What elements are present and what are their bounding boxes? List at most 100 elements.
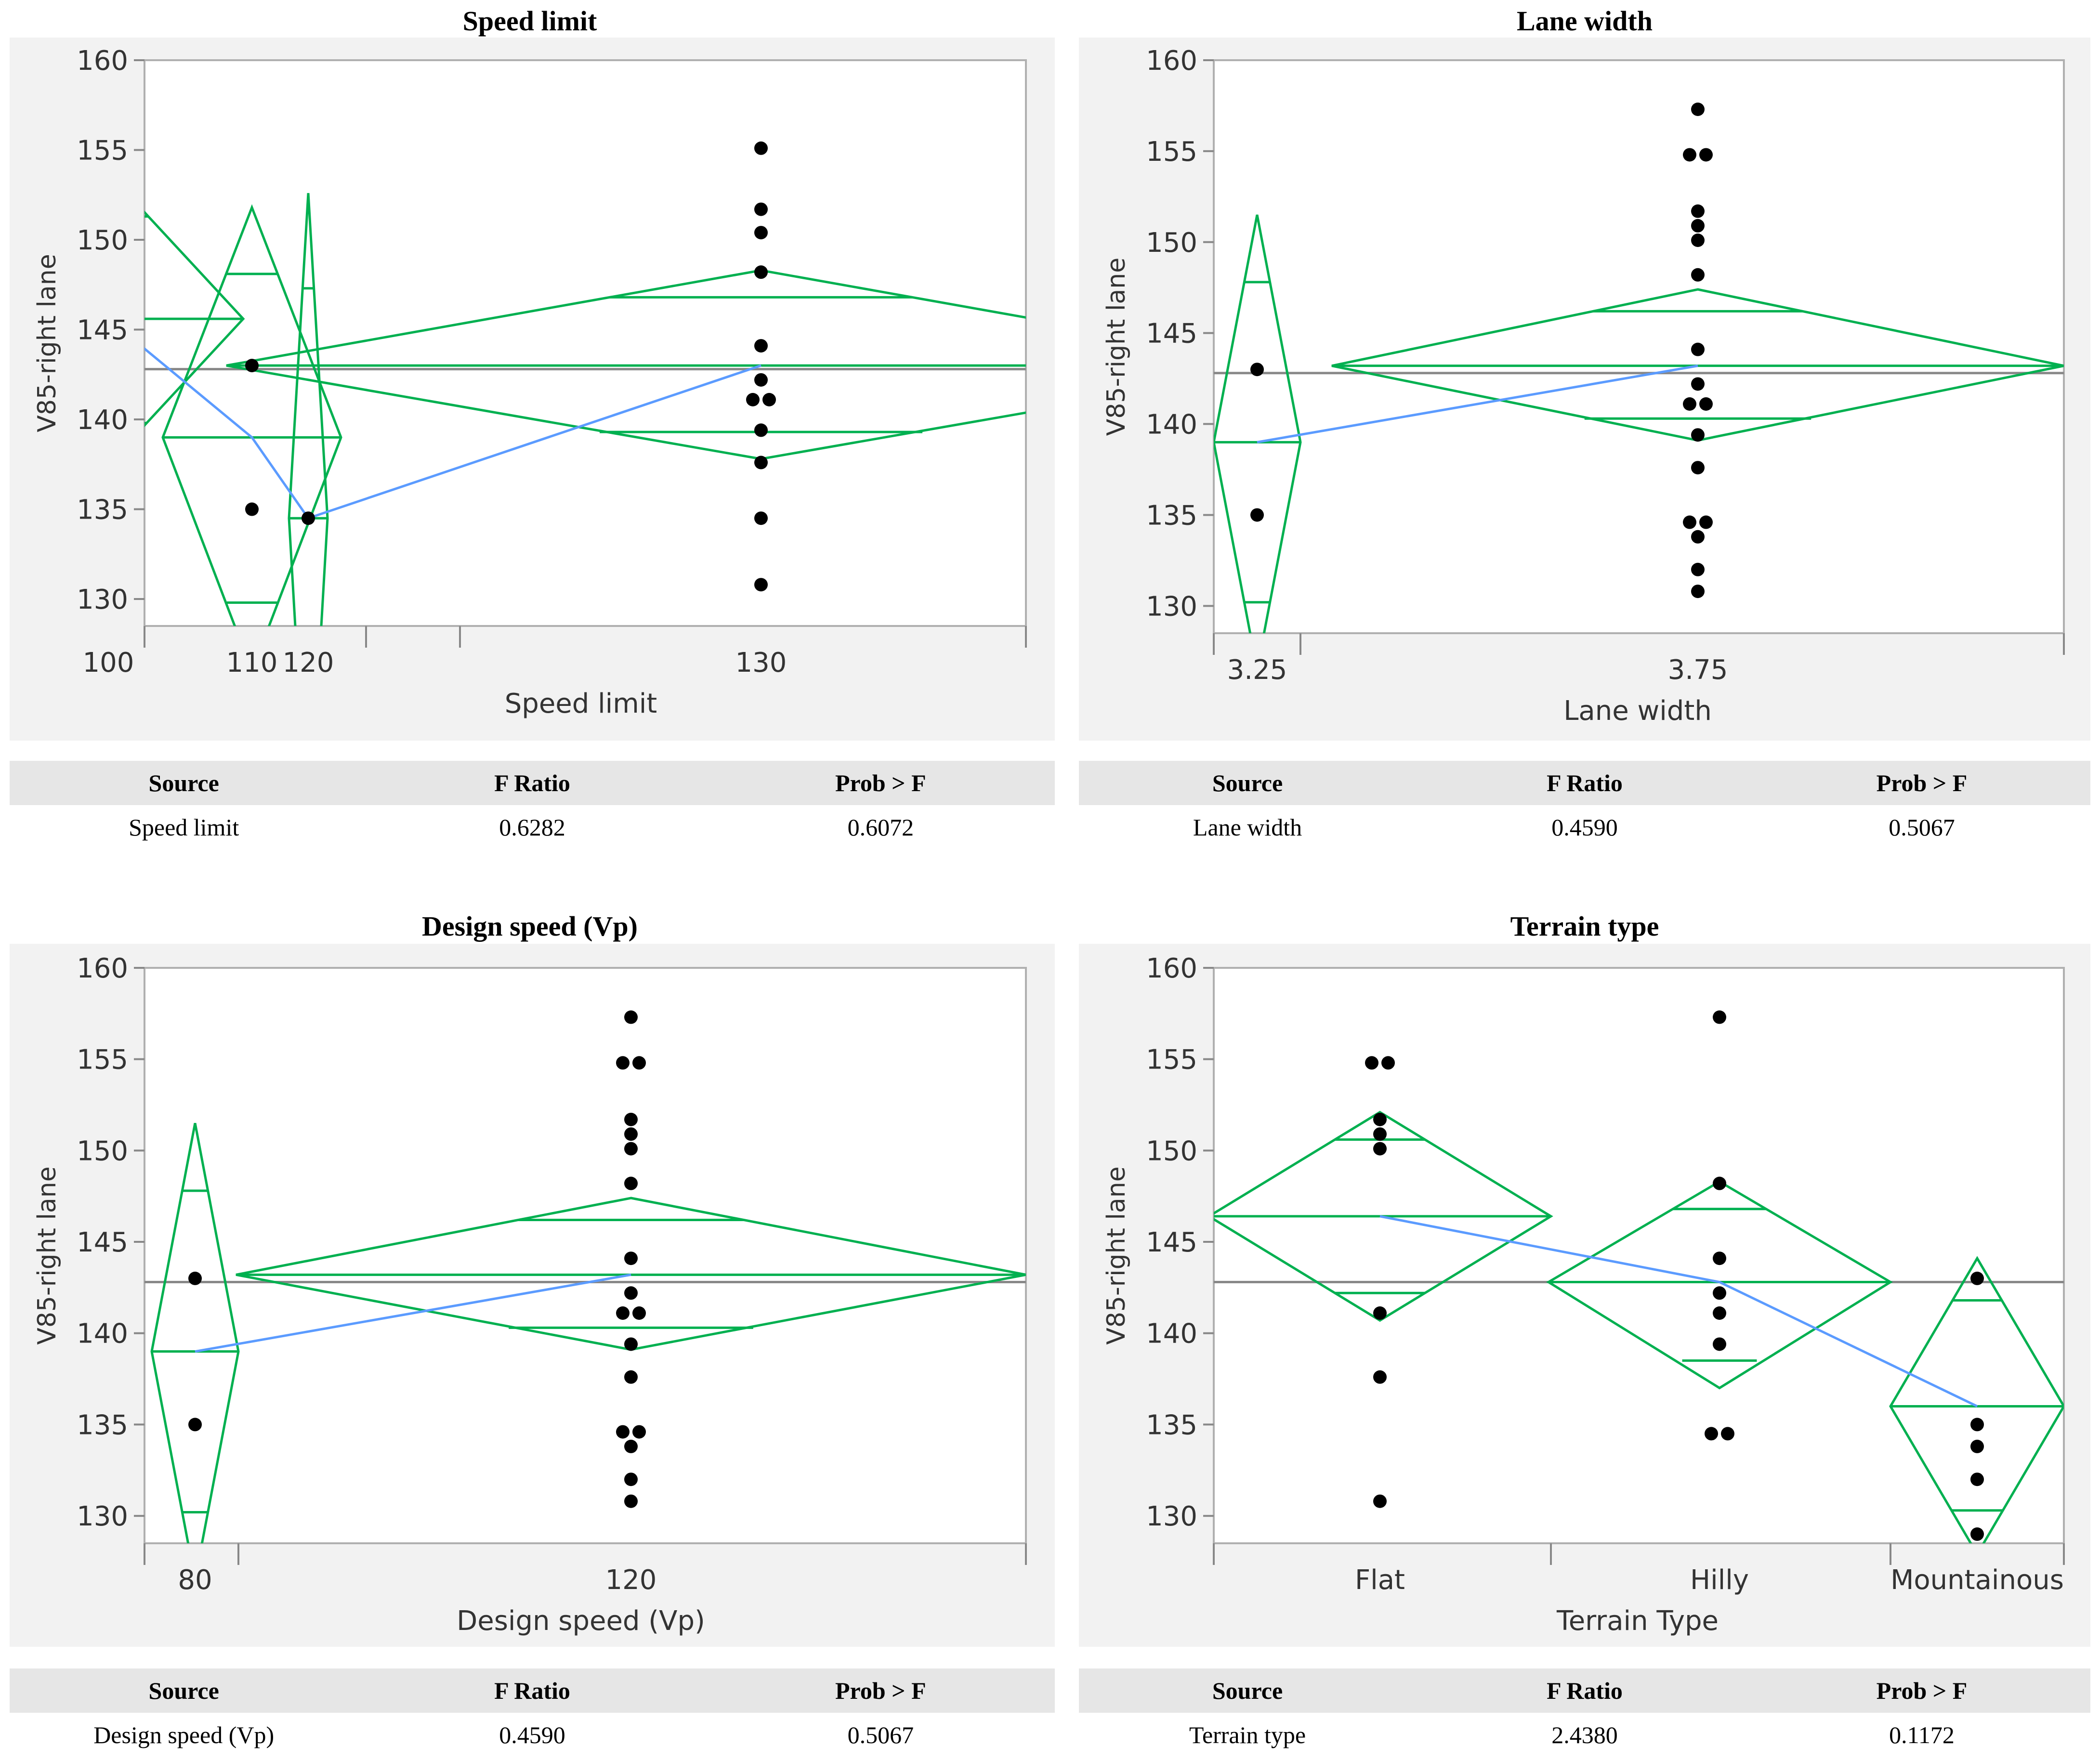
header-prob-f: Prob > F xyxy=(706,761,1055,805)
data-point xyxy=(624,1337,638,1351)
plot-marks xyxy=(1214,1010,2064,1543)
x-tick-label: 100 xyxy=(83,647,134,678)
data-point xyxy=(754,578,768,592)
chart-speed-limit: 130 135 140 145 150 155 160 V85-right lane 100 11… xyxy=(33,45,1027,719)
chart-title: Design speed (Vp) xyxy=(422,911,638,942)
data-point xyxy=(1721,1427,1734,1441)
plot-area xyxy=(144,59,1027,627)
y-tick-label: 135 xyxy=(77,495,128,526)
y-tick-label: 160 xyxy=(77,45,128,77)
x-tick-label: Flat xyxy=(1355,1564,1405,1596)
data-point xyxy=(1691,461,1705,475)
cell-source: Lane width xyxy=(1193,814,1302,841)
means-diamond xyxy=(1214,214,1302,633)
data-point xyxy=(1365,1056,1378,1070)
means-diamond xyxy=(144,210,245,428)
header-source: Source xyxy=(10,761,358,805)
data-point xyxy=(1699,148,1713,162)
data-point xyxy=(188,1418,202,1432)
data-point xyxy=(1373,1306,1387,1320)
x-tick-label: 3.75 xyxy=(1668,654,1728,686)
y-axis-label: V85-right lane xyxy=(1102,1166,1131,1344)
data-point xyxy=(624,1472,638,1486)
table-header-row: Source F Ratio Prob > F xyxy=(1079,1668,2090,1713)
means-diamond xyxy=(161,204,342,626)
y-tick-label: 155 xyxy=(1146,136,1197,168)
data-point xyxy=(1713,1010,1726,1024)
plot-area xyxy=(144,967,1027,1544)
data-point xyxy=(746,393,760,406)
data-point xyxy=(624,1127,638,1141)
cell-source: Design speed (Vp) xyxy=(93,1721,275,1748)
chart-lane-width: 130 135 140 145 150 155 160 V85-right lane 3.25 3… xyxy=(1102,45,2065,727)
chart-terrain-type: 130 135 140 145 150 155 160 V85-right lane Flat H… xyxy=(1102,953,2065,1637)
data-point xyxy=(1699,397,1713,411)
data-point xyxy=(1970,1439,1984,1453)
data-point xyxy=(754,373,768,387)
data-point xyxy=(1691,585,1705,599)
means-diamond xyxy=(1214,1110,1553,1322)
table-row: Speed limit 0.6282 0.6072 xyxy=(10,805,1055,849)
means-diamond xyxy=(150,1122,240,1543)
y-tick-label: 150 xyxy=(77,225,128,256)
y-tick-label: 155 xyxy=(77,1044,128,1076)
plot-marks xyxy=(144,1010,1026,1543)
plot-area xyxy=(1213,59,2065,634)
data-point xyxy=(1713,1251,1726,1265)
means-diamond xyxy=(1546,1180,1893,1390)
plot-marks xyxy=(1214,103,2064,633)
y-tick-label: 140 xyxy=(77,404,128,436)
means-diamond xyxy=(1889,1256,2064,1543)
y-tick-label: 145 xyxy=(1146,318,1197,350)
header-prob-f: Prob > F xyxy=(1753,761,2090,805)
data-point xyxy=(616,1056,630,1070)
stats-table: Source F Ratio Prob > F Terrain type 2.4… xyxy=(1079,1668,2090,1757)
stats-table: Source F Ratio Prob > F Lane width 0.459… xyxy=(1079,761,2090,849)
y-tick-label: 160 xyxy=(1146,953,1197,984)
means-connect-line xyxy=(1379,1215,1978,1407)
cell-f-ratio: 0.4590 xyxy=(1551,814,1618,841)
cell-f-ratio: 2.4380 xyxy=(1551,1721,1618,1748)
y-tick-label: 145 xyxy=(1146,1227,1197,1258)
y-axis-label: V85-right lane xyxy=(1102,258,1131,436)
data-point xyxy=(624,1112,638,1126)
y-tick-label: 130 xyxy=(77,584,128,615)
cell-source: Terrain type xyxy=(1189,1721,1306,1748)
chart-title: Terrain type xyxy=(1510,911,1659,942)
header-f-ratio: F Ratio xyxy=(358,761,707,805)
cell-f-ratio: 0.6282 xyxy=(499,814,565,841)
means-diamond xyxy=(288,193,329,626)
data-point xyxy=(1713,1337,1726,1351)
data-point xyxy=(762,393,776,406)
x-tick-label: Hilly xyxy=(1690,1564,1749,1596)
stats-table: Source F Ratio Prob > F Speed limit 0.62… xyxy=(10,761,1055,849)
data-point xyxy=(754,456,768,469)
y-tick-label: 140 xyxy=(1146,1318,1197,1350)
data-point xyxy=(754,202,768,216)
table-row: Terrain type 2.4380 0.1172 xyxy=(1079,1713,2090,1757)
y-tick-label: 140 xyxy=(77,1318,128,1350)
plot-marks xyxy=(144,141,1026,626)
y-tick-label: 135 xyxy=(77,1409,128,1441)
data-point xyxy=(1691,342,1705,356)
x-tick-label: 3.25 xyxy=(1227,654,1287,686)
header-prob-f: Prob > F xyxy=(1753,1668,2090,1713)
data-point xyxy=(616,1425,630,1439)
data-point xyxy=(754,265,768,279)
y-tick-label: 160 xyxy=(77,953,128,984)
data-point xyxy=(245,502,259,516)
header-source: Source xyxy=(1079,761,1416,805)
x-axis-label: Speed limit xyxy=(505,688,657,719)
y-tick-label: 150 xyxy=(1146,227,1197,259)
x-tick-label: 80 xyxy=(178,1564,212,1596)
y-tick-label: 140 xyxy=(1146,409,1197,441)
data-point xyxy=(1691,530,1705,544)
chart-design-speed: 130 135 140 145 150 155 160 V85-right lane 80 120… xyxy=(33,953,1027,1637)
table-row: Design speed (Vp) 0.4590 0.5067 xyxy=(10,1713,1055,1757)
data-point xyxy=(188,1271,202,1285)
table-header-row: Source F Ratio Prob > F xyxy=(1079,761,2090,805)
data-point xyxy=(754,339,768,353)
data-point xyxy=(1691,562,1705,576)
data-point xyxy=(1250,363,1264,377)
y-tick-label: 160 xyxy=(1146,45,1197,77)
